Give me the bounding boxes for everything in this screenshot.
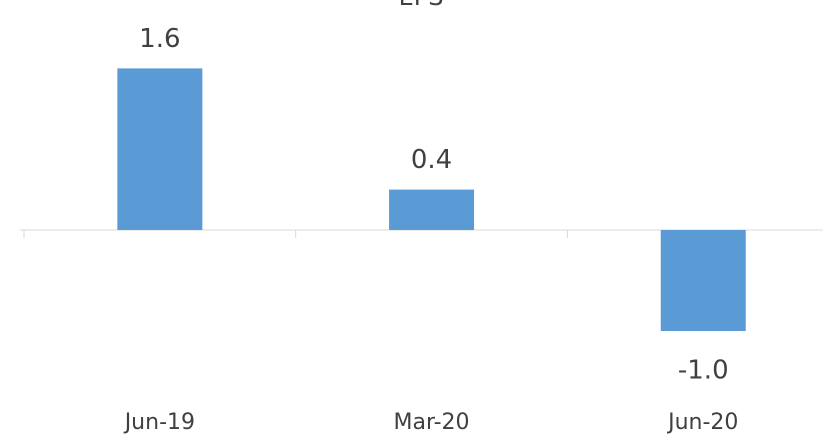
data-label: 0.4 [411,145,452,175]
bar [117,68,203,231]
bar [660,230,746,331]
bar [389,189,475,230]
x-tick-label: Jun-19 [123,410,195,435]
chart-title: EPS [399,0,444,11]
data-label: 1.6 [139,24,180,54]
data-label: -1.0 [678,356,729,386]
x-tick-label: Jun-20 [666,410,738,435]
x-tick-label: Mar-20 [394,410,470,435]
